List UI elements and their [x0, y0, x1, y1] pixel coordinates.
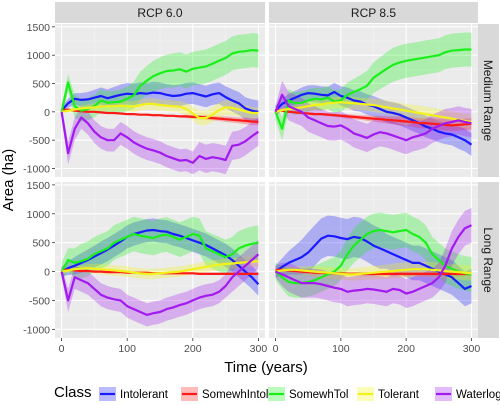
- legend-label: SomewhTol: [289, 389, 348, 401]
- legend-label: Intolerant: [120, 389, 169, 401]
- y-tick-label: 500: [32, 238, 50, 250]
- facet-panel: [55, 24, 265, 177]
- y-tick-label: 500: [32, 79, 50, 91]
- ribbon-somewhtol: [275, 32, 472, 141]
- column-strip-label: RCP 6.0: [137, 6, 182, 20]
- series-line-waterlogtol: [274, 93, 472, 142]
- legend-label: Tolerant: [378, 389, 420, 401]
- ribbon-somewhtol: [61, 33, 259, 122]
- y-tick-label: 1000: [27, 209, 51, 221]
- legend-label: SomewhIntol: [202, 389, 268, 401]
- x-tick-label: 200: [397, 343, 415, 355]
- y-tick-label: -500: [29, 295, 50, 307]
- x-axis-title: Time (years): [224, 359, 308, 376]
- y-tick-label: 1500: [27, 180, 51, 192]
- y-axis-title: Area (ha): [0, 149, 17, 212]
- row-strip-bg: [478, 182, 499, 338]
- facet-panel: [269, 24, 478, 177]
- row-strip-label: Long Range: [481, 227, 495, 293]
- y-tick-label: 1500: [27, 22, 51, 34]
- series-line-tolerant: [275, 101, 472, 124]
- row-strip-label: Medium Range: [481, 60, 495, 142]
- x-tick-label: 300: [463, 343, 481, 355]
- series-line-tolerant: [275, 268, 472, 276]
- facet-panel: [269, 182, 478, 338]
- series-line-tolerant: [61, 260, 259, 275]
- x-tick-label: 100: [118, 343, 136, 355]
- series-line-somewhintol: [275, 109, 472, 127]
- y-tick-label: 0: [44, 107, 50, 119]
- y-tick-label: 0: [44, 267, 50, 279]
- x-tick-label: 200: [184, 343, 202, 355]
- series-line-somewhtol: [274, 48, 472, 130]
- ribbon-somewhtol: [61, 216, 259, 281]
- y-tick-label: -1000: [23, 164, 50, 176]
- ribbon-waterlogtol: [61, 239, 259, 327]
- x-tick-label: 300: [250, 343, 268, 355]
- ribbon-intolerant: [61, 81, 259, 124]
- ribbon-intolerant: [61, 218, 259, 296]
- strips-layer: RCP 6.0 RCP 8.5 Medium Range Long Range: [55, 2, 499, 338]
- legend-title: Class: [54, 384, 92, 401]
- ribbon-waterlogtol: [275, 208, 472, 308]
- x-tick-label: 0: [59, 343, 65, 355]
- x-tick-label: 0: [273, 343, 279, 355]
- column-strip-label: RCP 8.5: [351, 6, 396, 20]
- y-tick-label: -500: [29, 135, 50, 147]
- y-tick-label: 1000: [27, 50, 51, 62]
- series-line-waterlogtol: [275, 224, 472, 295]
- series-line-somewhintol: [61, 108, 259, 124]
- legend-label: WaterlogTol: [456, 389, 500, 401]
- y-tick-label: -1000: [23, 324, 50, 336]
- series-line-intolerant: [274, 234, 472, 290]
- x-tick-label: 100: [332, 343, 350, 355]
- series-line-intolerant: [60, 91, 259, 113]
- series-line-intolerant: [61, 228, 260, 286]
- row-strip-bg: [478, 24, 499, 177]
- legend: Class Intolerant SomewhIntol SomewhTol Tole…: [54, 384, 500, 401]
- facet-panel: [55, 182, 265, 338]
- panels-layer: [55, 24, 478, 338]
- column-strip-bg: [55, 2, 265, 23]
- axes-layer: -1000-500050010001500-1000-5000500100015…: [23, 22, 480, 355]
- series-line-intolerant: [274, 90, 473, 146]
- series-line-somewhtol: [60, 232, 259, 273]
- ribbon-intolerant: [275, 82, 472, 156]
- series-line-tolerant: [61, 102, 259, 120]
- series-line-waterlogtol: [60, 253, 260, 316]
- series-line-waterlogtol: [60, 111, 260, 164]
- ribbon-waterlogtol: [275, 80, 472, 155]
- column-strip-bg: [269, 2, 478, 23]
- ribbon-tolerant: [61, 256, 259, 280]
